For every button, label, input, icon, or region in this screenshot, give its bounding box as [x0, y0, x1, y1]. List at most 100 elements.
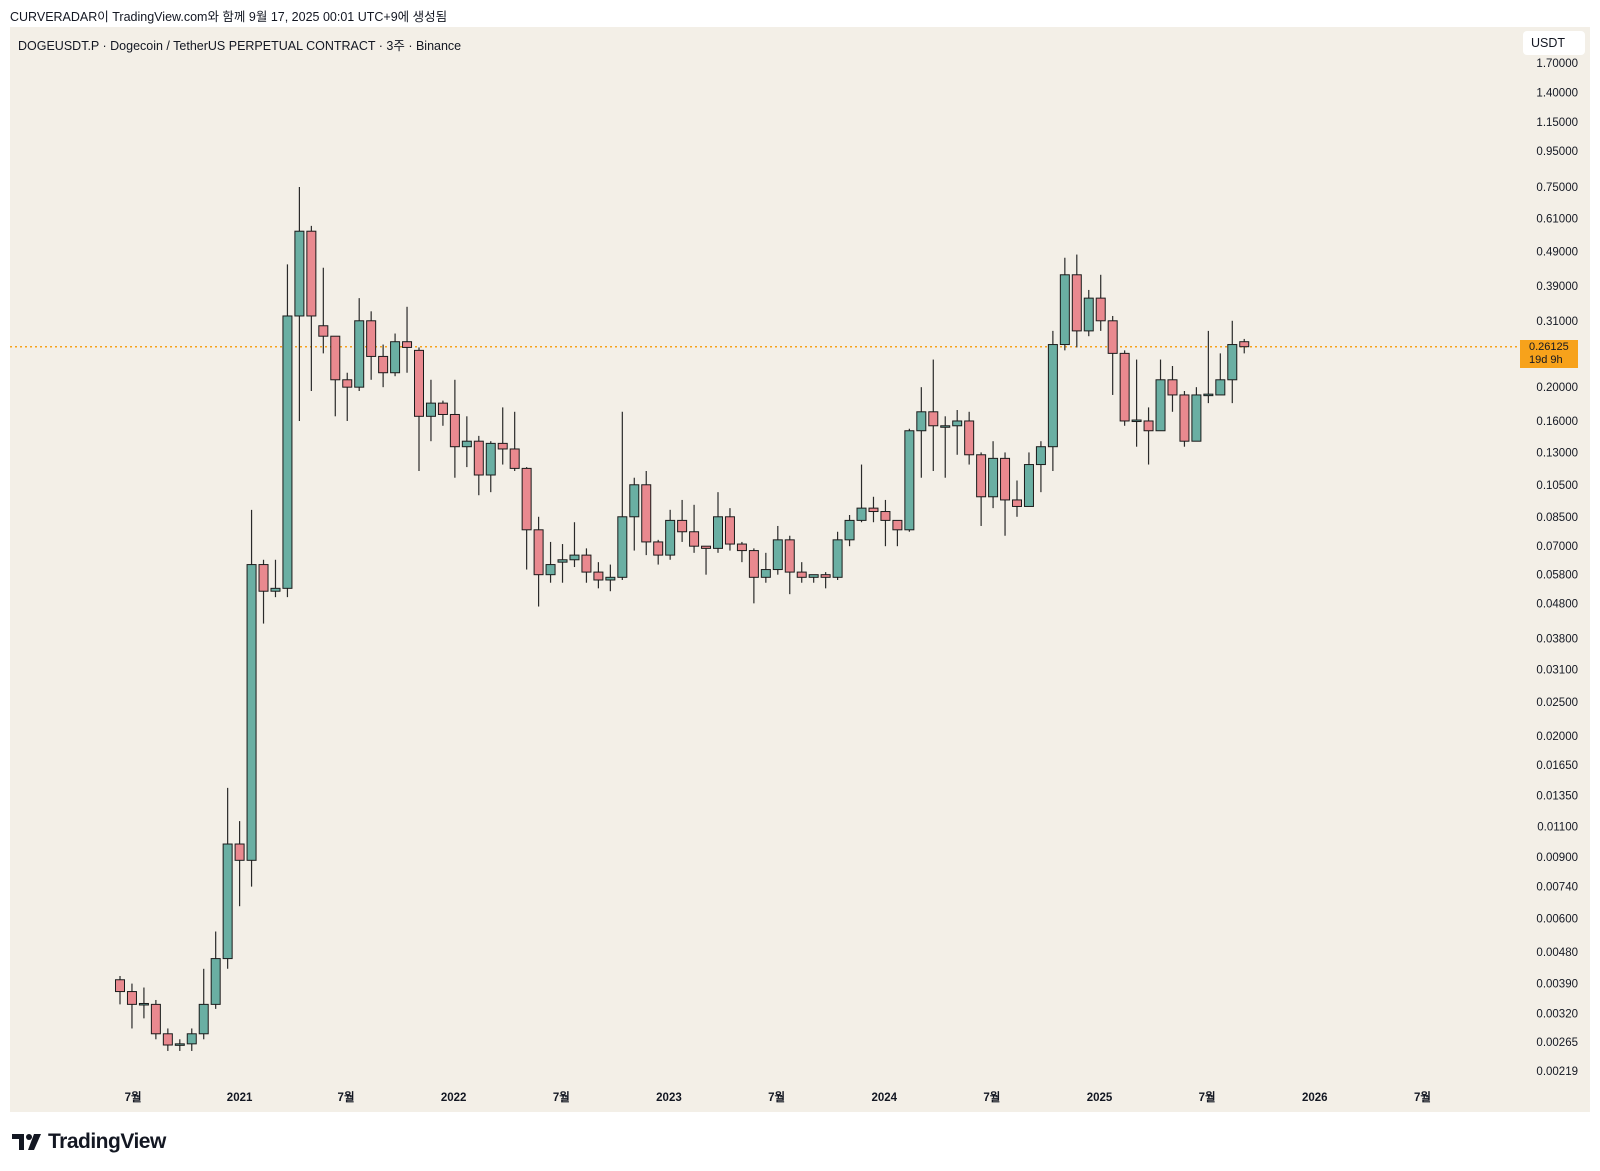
candle-up[interactable]	[605, 564, 616, 592]
candle-up[interactable]	[1215, 353, 1226, 396]
candle-down[interactable]	[366, 311, 377, 380]
candle-up[interactable]	[569, 522, 580, 568]
candle-down[interactable]	[509, 411, 520, 471]
candle-up[interactable]	[425, 379, 436, 442]
candle-down[interactable]	[1119, 350, 1130, 426]
candle-down[interactable]	[473, 435, 484, 496]
candle-down[interactable]	[1167, 365, 1178, 412]
candle-up[interactable]	[485, 441, 496, 493]
candle-up[interactable]	[916, 387, 927, 478]
candle-down[interactable]	[437, 400, 448, 426]
candle-up[interactable]	[952, 410, 963, 455]
candle-down[interactable]	[342, 372, 353, 421]
candle-down[interactable]	[748, 548, 759, 604]
candle-down[interactable]	[318, 267, 329, 354]
candle-down[interactable]	[641, 470, 652, 556]
candle-up[interactable]	[186, 1028, 197, 1051]
candle-down[interactable]	[402, 306, 413, 373]
candle-up[interactable]	[772, 525, 783, 575]
candle-up[interactable]	[665, 509, 676, 560]
candle-up[interactable]	[1191, 387, 1202, 442]
candle-down[interactable]	[724, 508, 735, 551]
candle-up[interactable]	[557, 544, 568, 583]
candle-up[interactable]	[856, 464, 867, 523]
candle-up[interactable]	[545, 541, 556, 583]
candle-up[interactable]	[904, 428, 915, 532]
candle-down[interactable]	[701, 545, 712, 575]
candle-down[interactable]	[1000, 452, 1011, 536]
candle-up[interactable]	[1035, 441, 1046, 493]
candle-up[interactable]	[844, 515, 855, 547]
candle-up[interactable]	[713, 492, 723, 553]
candle-up[interactable]	[461, 416, 472, 468]
currency-selector[interactable]: USDT	[1523, 31, 1585, 55]
candle-up[interactable]	[294, 186, 305, 421]
candle-up[interactable]	[270, 559, 281, 598]
candle-down[interactable]	[1107, 315, 1118, 395]
candle-up[interactable]	[1059, 257, 1070, 351]
candle-up[interactable]	[198, 968, 209, 1040]
candle-up[interactable]	[808, 574, 819, 583]
candle-down[interactable]	[784, 535, 795, 595]
candle-down[interactable]	[162, 1028, 173, 1051]
candle-down[interactable]	[258, 559, 269, 624]
candle-up[interactable]	[617, 411, 628, 580]
candle-down[interactable]	[497, 407, 508, 465]
candle-down[interactable]	[115, 976, 125, 1005]
candle-down[interactable]	[928, 359, 939, 471]
candlestick-chart[interactable]: 1.70000 1.40000 1.15000 0.95000 0.75000 0.610…	[10, 27, 1590, 1112]
candle-up[interactable]	[1023, 452, 1034, 507]
candle-down[interactable]	[689, 504, 700, 553]
candle-down[interactable]	[880, 499, 891, 547]
candle-up[interactable]	[390, 333, 401, 377]
candle-down[interactable]	[1239, 338, 1250, 354]
candle-down[interactable]	[677, 499, 688, 542]
candle-down[interactable]	[521, 467, 532, 570]
candle-down[interactable]	[653, 539, 664, 565]
candle-down[interactable]	[581, 548, 592, 583]
candle-down[interactable]	[126, 983, 137, 1029]
candle-up[interactable]	[988, 441, 999, 509]
candle-down[interactable]	[593, 562, 604, 589]
candle-up[interactable]	[940, 416, 951, 478]
candle-up[interactable]	[1155, 359, 1166, 432]
candle-down[interactable]	[964, 411, 975, 465]
candle-down[interactable]	[449, 379, 460, 478]
candle-down[interactable]	[976, 452, 987, 526]
candle-up[interactable]	[629, 477, 640, 551]
candle-down[interactable]	[414, 347, 424, 471]
candle-down[interactable]	[868, 496, 879, 523]
candle-up[interactable]	[222, 787, 233, 969]
candle-up[interactable]	[832, 531, 843, 580]
candle-up[interactable]	[1083, 289, 1094, 337]
candle-down[interactable]	[1143, 407, 1154, 465]
candle-up[interactable]	[1203, 330, 1214, 404]
candle-down[interactable]	[533, 516, 544, 607]
candle-down[interactable]	[150, 999, 161, 1040]
candle-up[interactable]	[1047, 330, 1058, 471]
candle-down[interactable]	[234, 821, 245, 907]
chart-pane[interactable]: 1.70000 1.40000 1.15000 0.95000 0.75000 0.610…	[10, 27, 1590, 1112]
symbol-title[interactable]: DOGEUSDT.P · Dogecoin / TetherUS PERPETU…	[18, 39, 462, 53]
candle-down[interactable]	[1012, 480, 1022, 517]
candle-up[interactable]	[210, 931, 221, 1009]
candle-down[interactable]	[1095, 274, 1106, 331]
candle-down[interactable]	[892, 519, 903, 547]
candle-up[interactable]	[354, 298, 365, 392]
candle-down[interactable]	[1071, 254, 1082, 348]
candle-down[interactable]	[796, 562, 807, 583]
candle-down[interactable]	[306, 225, 317, 392]
candle-down[interactable]	[1179, 391, 1190, 447]
candle-up[interactable]	[760, 552, 771, 583]
candle-down[interactable]	[378, 344, 389, 388]
candle-up[interactable]	[1131, 359, 1142, 447]
tradingview-logo[interactable]: TradingView	[12, 1130, 166, 1154]
candle-up[interactable]	[138, 987, 149, 1019]
candle-up[interactable]	[246, 509, 257, 887]
candle-down[interactable]	[736, 541, 747, 563]
candle-up[interactable]	[282, 264, 293, 598]
candle-up[interactable]	[174, 1039, 185, 1051]
candle-down[interactable]	[820, 572, 831, 589]
candle-up[interactable]	[1227, 320, 1238, 404]
candle-down[interactable]	[330, 335, 341, 417]
